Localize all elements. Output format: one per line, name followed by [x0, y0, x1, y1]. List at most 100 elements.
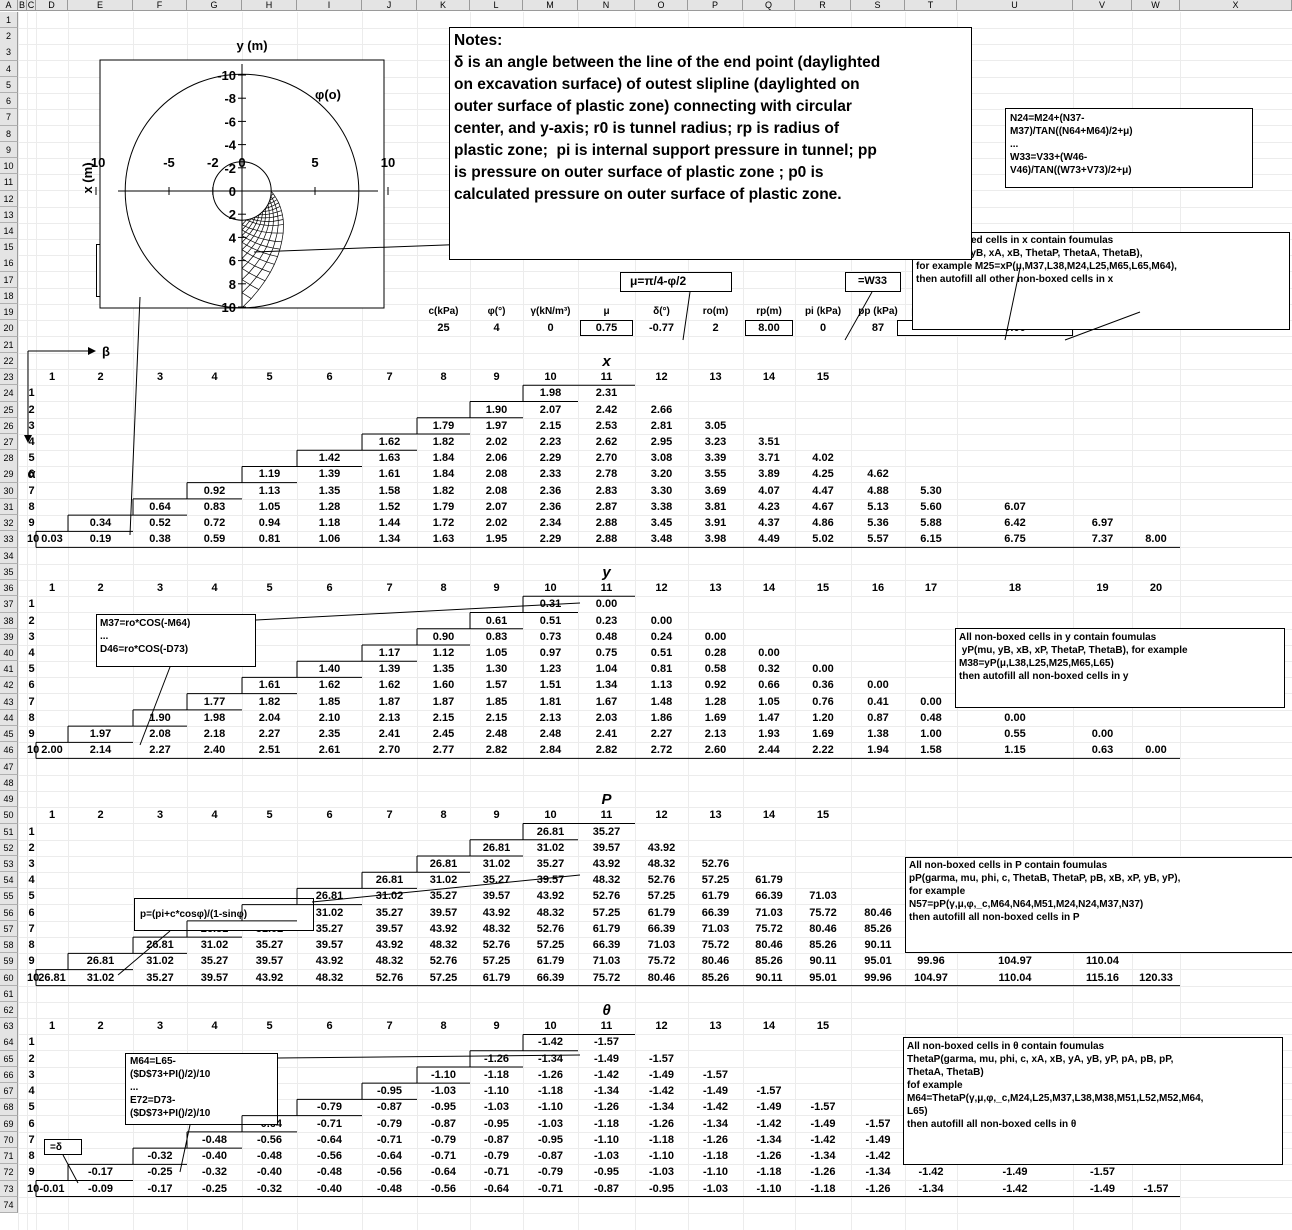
table-cell[interactable]: -1.57 [648, 1052, 675, 1065]
table-cell[interactable]: -1.42 [702, 1101, 729, 1114]
table-cell[interactable]: 1.98 [203, 711, 226, 724]
row-number[interactable]: 2 [28, 1052, 35, 1065]
table-cell[interactable]: -0.48 [201, 1133, 228, 1146]
table-cell[interactable]: 43.92 [255, 971, 284, 984]
table-cell[interactable]: 31.02 [315, 906, 344, 919]
table-cell[interactable]: -0.09 [87, 1182, 114, 1195]
table-cell[interactable]: -0.56 [256, 1133, 283, 1146]
table-cell[interactable]: 2.00 [41, 744, 63, 757]
table-cell[interactable]: 26.81 [482, 841, 511, 854]
column-number[interactable]: 15 [816, 371, 830, 384]
table-cell[interactable]: 52.76 [375, 971, 404, 984]
table-cell[interactable]: 2.41 [595, 728, 618, 741]
table-cell[interactable]: 26.81 [536, 825, 565, 838]
row-number[interactable]: 3 [28, 419, 35, 432]
table-cell[interactable]: 6.42 [1004, 517, 1026, 530]
column-number[interactable]: 13 [709, 371, 722, 384]
table-cell[interactable]: 0.92 [704, 679, 727, 692]
column-header-F[interactable]: F [133, 0, 187, 11]
table-cell[interactable]: 1.05 [485, 646, 508, 659]
table-cell[interactable]: 39.57 [592, 841, 621, 854]
column-header-K[interactable]: K [417, 0, 470, 11]
param-value[interactable]: 2 [712, 322, 719, 335]
table-cell[interactable]: 0.34 [89, 517, 112, 530]
row-header[interactable]: 38 [0, 612, 18, 629]
table-cell[interactable]: 26.81 [146, 939, 174, 952]
row-header[interactable]: 34 [0, 547, 18, 564]
table-cell[interactable]: 80.46 [864, 906, 892, 919]
table-cell[interactable]: -1.57 [1089, 1166, 1116, 1179]
table-cell[interactable]: 1.13 [258, 484, 281, 497]
table-cell[interactable]: 0.75 [595, 646, 618, 659]
table-cell[interactable]: -1.57 [1143, 1182, 1169, 1195]
row-header[interactable]: 62 [0, 1002, 18, 1019]
row-number[interactable]: 5 [28, 452, 35, 465]
table-cell[interactable]: 2.83 [595, 484, 618, 497]
table-cell[interactable]: 2.02 [485, 517, 508, 530]
row-number[interactable]: 7 [28, 484, 35, 497]
table-cell[interactable]: -0.87 [430, 1117, 457, 1130]
table-cell[interactable]: -1.26 [702, 1133, 729, 1146]
table-cell[interactable]: 0.52 [149, 517, 171, 530]
column-header-L[interactable]: L [470, 0, 523, 11]
row-header[interactable]: 2 [0, 28, 18, 45]
table-cell[interactable]: 1.00 [920, 728, 942, 741]
column-number[interactable]: 6 [326, 809, 333, 822]
column-number[interactable]: 12 [655, 1020, 668, 1033]
column-number[interactable]: 14 [762, 809, 776, 822]
table-cell[interactable]: -1.57 [593, 1036, 620, 1049]
column-number[interactable]: 8 [440, 582, 447, 595]
table-cell[interactable]: 2.81 [650, 419, 673, 432]
column-number[interactable]: 15 [816, 809, 830, 822]
table-cell[interactable]: 48.32 [592, 874, 621, 887]
table-cell[interactable]: -0.48 [256, 1150, 283, 1163]
table-cell[interactable]: 6.75 [1004, 533, 1026, 546]
table-cell[interactable]: -1.26 [756, 1150, 782, 1163]
table-cell[interactable]: -0.79 [430, 1133, 457, 1146]
table-cell[interactable]: -1.18 [756, 1166, 782, 1179]
description-box-table3[interactable] [903, 1037, 1283, 1165]
table-cell[interactable]: 2.36 [539, 484, 562, 497]
table-cell[interactable]: 4.37 [758, 517, 780, 530]
row-header[interactable]: 18 [0, 287, 18, 305]
table-cell[interactable]: 2.13 [378, 711, 401, 724]
table-cell[interactable]: 57.25 [482, 955, 511, 968]
table-cell[interactable]: 1.62 [318, 679, 341, 692]
column-header-D[interactable]: D [36, 0, 68, 11]
row-number[interactable]: 1 [28, 387, 35, 400]
table-cell[interactable]: 39.57 [200, 971, 229, 984]
row-header[interactable]: 17 [0, 271, 18, 288]
column-number[interactable]: 4 [211, 809, 218, 822]
column-header-H[interactable]: H [242, 0, 297, 11]
table-cell[interactable]: -1.10 [483, 1085, 510, 1098]
table-cell[interactable]: 6.97 [1091, 517, 1114, 530]
table-cell[interactable]: 48.32 [315, 971, 344, 984]
table-cell[interactable]: 1.52 [378, 500, 401, 513]
row-header[interactable]: 43 [0, 693, 18, 710]
table-cell[interactable]: 1.90 [485, 403, 508, 416]
param-header[interactable]: c(kPa) [428, 306, 459, 318]
table-cell[interactable]: 2.07 [485, 500, 508, 513]
column-header-T[interactable]: T [905, 0, 957, 11]
table-cell[interactable]: 1.35 [432, 663, 455, 676]
table-cell[interactable]: -0.71 [430, 1150, 457, 1163]
table-cell[interactable]: 104.97 [914, 971, 948, 984]
table-cell[interactable]: 0.72 [203, 517, 226, 530]
table-cell[interactable]: 0.64 [149, 500, 171, 513]
table-cell[interactable]: 1.93 [758, 728, 780, 741]
table-cell[interactable]: -0.25 [201, 1182, 228, 1195]
row-number[interactable]: 2 [28, 403, 35, 416]
row-header[interactable]: 68 [0, 1099, 18, 1116]
table-cell[interactable]: 0.58 [704, 663, 727, 676]
table-cell[interactable]: 52.76 [536, 922, 565, 935]
row-header[interactable]: 25 [0, 401, 18, 418]
table-cell[interactable]: 1.28 [318, 500, 341, 513]
table-cell[interactable]: 39.57 [482, 890, 511, 903]
table-cell[interactable]: 0.00 [1004, 711, 1026, 724]
row-number[interactable]: 2 [28, 614, 35, 627]
alpha-label[interactable]: α [27, 466, 36, 482]
row-header[interactable]: 4 [0, 60, 18, 77]
row-number[interactable]: 8 [28, 1150, 35, 1163]
table-cell[interactable]: -1.26 [537, 1068, 564, 1081]
row-header[interactable]: 57 [0, 920, 18, 938]
